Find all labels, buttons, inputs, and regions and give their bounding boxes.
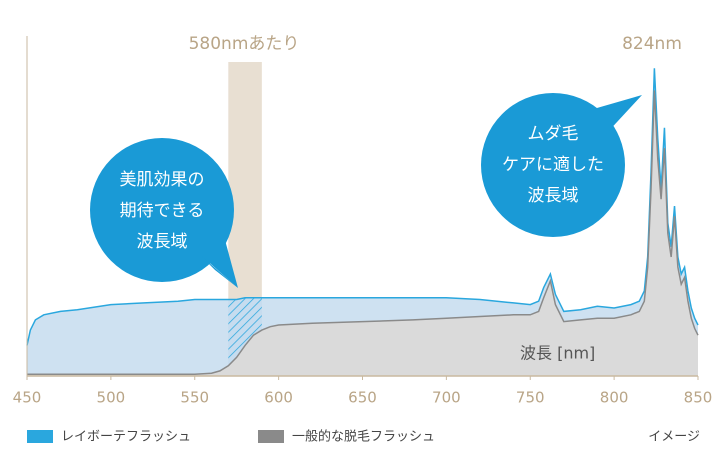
right-bubble: ムダ毛 ケアに適した 波長域 bbox=[481, 93, 642, 237]
peak-label: 824nm bbox=[622, 34, 682, 54]
x-tick-label: 650 bbox=[348, 389, 377, 407]
bubble-text: 波長域 bbox=[528, 186, 579, 206]
bubble-text: 期待できる bbox=[120, 201, 205, 221]
x-tick-label: 500 bbox=[97, 389, 126, 407]
bubble-text: 美肌効果の bbox=[120, 170, 205, 190]
note: イメージ bbox=[648, 430, 700, 445]
bubble-text: ムダ毛 bbox=[528, 124, 579, 144]
bubble-text: ケアに適した bbox=[502, 155, 604, 175]
legend-label: レイボーテフラッシュ bbox=[61, 430, 191, 445]
x-tick-label: 550 bbox=[180, 389, 209, 407]
x-tick-label: 750 bbox=[516, 389, 545, 407]
x-tick-label: 700 bbox=[432, 389, 461, 407]
series-line bbox=[26, 68, 699, 346]
x-tick-label: 850 bbox=[684, 389, 713, 407]
x-tick-label: 450 bbox=[13, 389, 42, 407]
bubble-text: 波長域 bbox=[137, 232, 188, 252]
hatch-area bbox=[228, 297, 262, 366]
x-tick-label: 600 bbox=[264, 389, 293, 407]
band-label: 580nmあたり bbox=[189, 34, 300, 54]
series-line bbox=[27, 90, 699, 376]
x-tick-label: 800 bbox=[600, 389, 629, 407]
legend-swatch bbox=[258, 430, 284, 443]
left-bubble: 美肌効果の 期待できる 波長域 bbox=[90, 138, 238, 288]
legend-label: 一般的な脱毛フラッシュ bbox=[292, 429, 435, 445]
series-area bbox=[27, 90, 698, 377]
plot-area: 450 500 550 600 650 700 750 800 850 bbox=[13, 36, 713, 407]
x-axis-label: 波長 [nm] bbox=[520, 344, 595, 363]
legend-swatch bbox=[27, 430, 53, 443]
